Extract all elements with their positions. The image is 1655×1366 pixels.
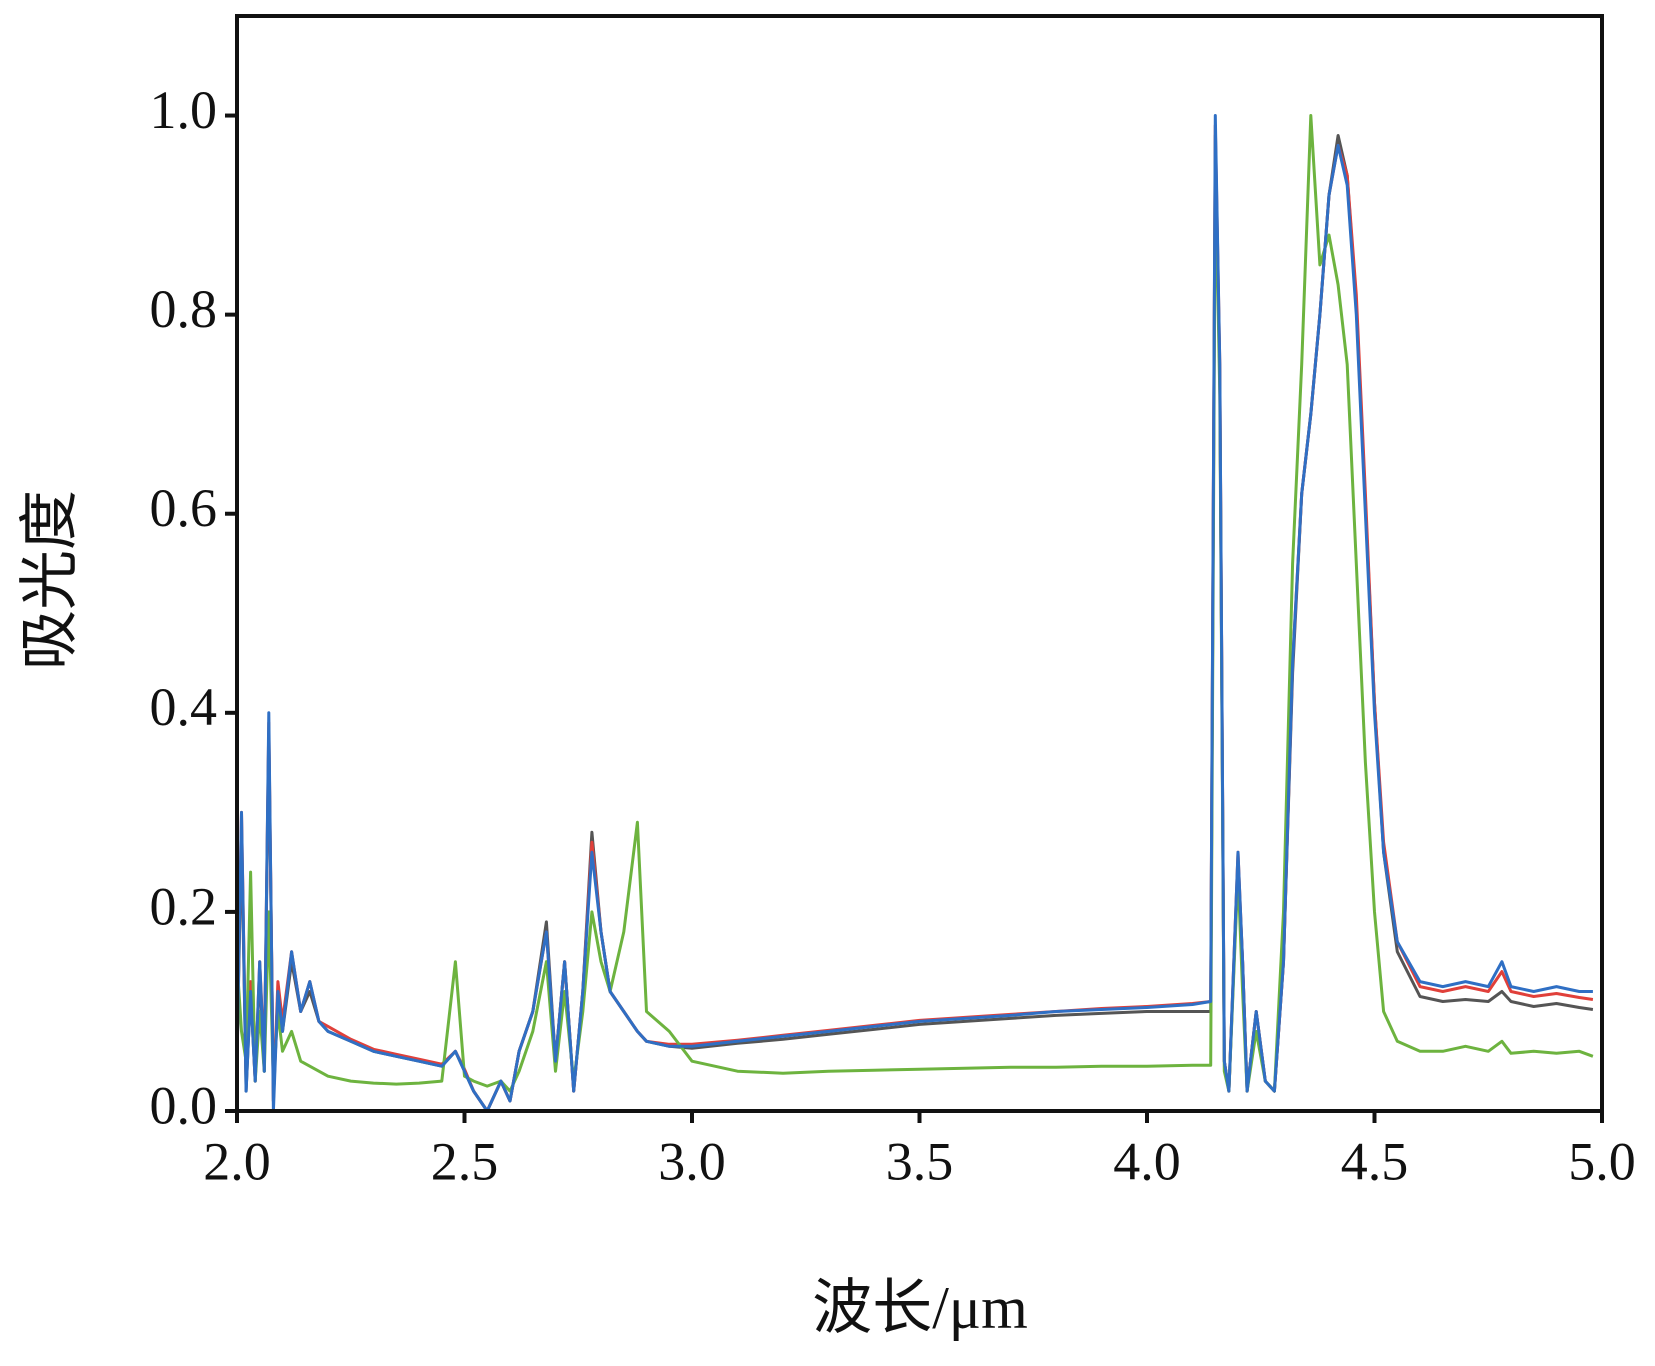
x-tick-label: 4.5 [1341, 1131, 1409, 1191]
y-tick-label: 0.0 [150, 1075, 218, 1135]
spectrum-line [235, 134, 1594, 1113]
x-tick-label: 4.0 [1113, 1131, 1181, 1191]
x-tick-label: 2.5 [431, 1131, 499, 1191]
spectrum-line [235, 124, 1594, 1113]
x-tick-label: 2.0 [203, 1131, 271, 1191]
y-tick-label: 0.6 [150, 478, 218, 538]
spectrum-line [235, 114, 1593, 1113]
x-axis-label: 波长/μm [812, 1275, 1028, 1341]
y-tick-label: 1.0 [150, 80, 218, 140]
y-tick-label: 0.2 [150, 876, 218, 936]
y-axis-label: 吸光度 [17, 490, 83, 670]
x-tick-label: 3.0 [658, 1131, 726, 1191]
x-tick-label: 5.0 [1568, 1131, 1636, 1191]
y-tick-label: 0.8 [150, 279, 218, 339]
spectrum-line [235, 114, 1594, 1093]
x-tick-label: 3.5 [886, 1131, 954, 1191]
y-tick-label: 0.4 [150, 677, 218, 737]
